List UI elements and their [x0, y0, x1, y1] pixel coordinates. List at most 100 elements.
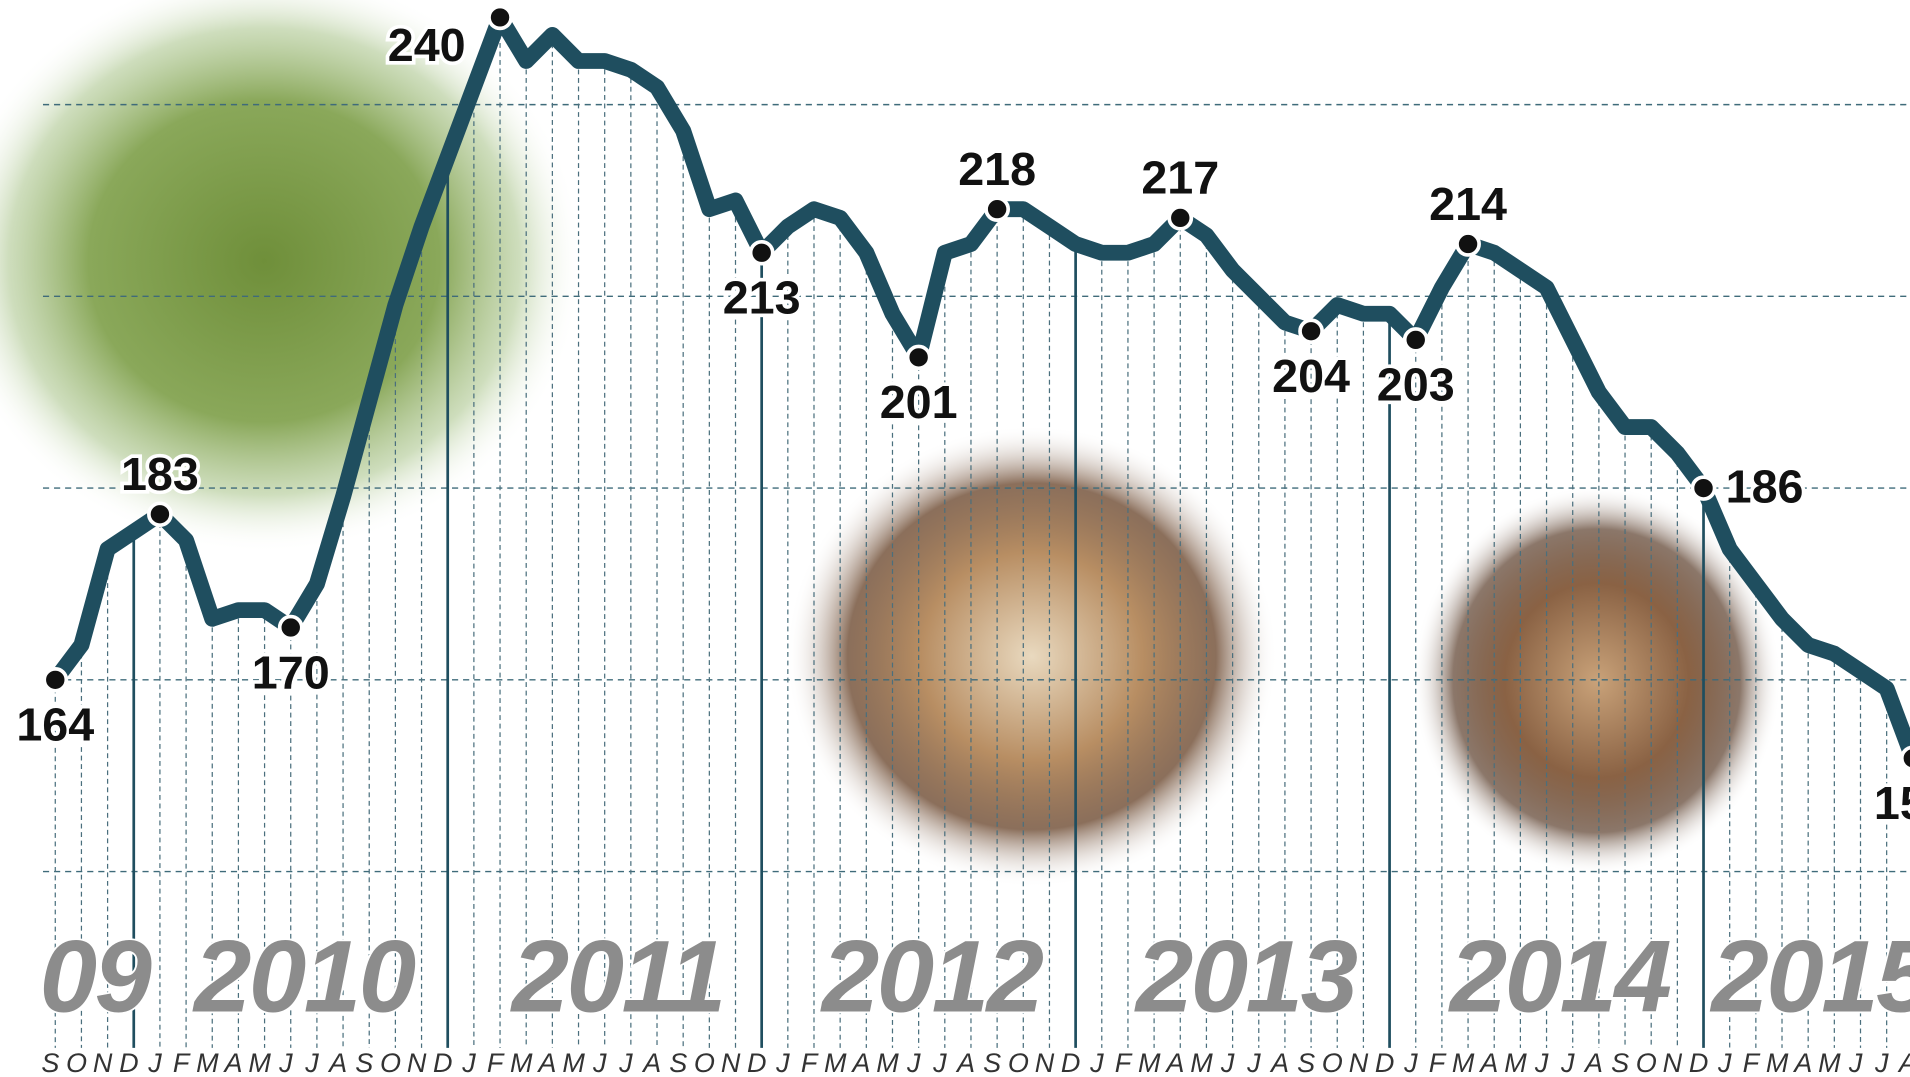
data-point — [1402, 327, 1429, 353]
cattle-photo — [786, 425, 1278, 888]
month-label: O — [1008, 1048, 1029, 1077]
month-label: M — [824, 1048, 847, 1077]
month-label: A — [850, 1048, 870, 1077]
month-label: M — [1138, 1048, 1161, 1077]
month-label: S — [669, 1048, 687, 1077]
month-label: A — [1478, 1048, 1498, 1077]
year-label: 2010 — [192, 919, 416, 1033]
month-label: F — [801, 1048, 819, 1077]
year-label: 2011 — [510, 919, 724, 1033]
month-label: J — [461, 1048, 476, 1077]
month-label: F — [1743, 1048, 1761, 1077]
month-label: S — [983, 1048, 1001, 1077]
month-label: J — [1089, 1048, 1104, 1077]
grid — [42, 17, 1910, 1048]
month-label: D — [1061, 1048, 1081, 1077]
month-label: D — [1375, 1048, 1395, 1077]
data-point — [905, 344, 932, 371]
data-point — [1455, 231, 1481, 257]
month-label: J — [1403, 1048, 1418, 1077]
month-label: M — [510, 1048, 533, 1077]
year-label: 2014 — [1448, 919, 1671, 1033]
month-label: M — [248, 1048, 271, 1077]
value-label: 213 — [723, 272, 801, 324]
month-label: O — [694, 1048, 715, 1077]
month-label: A — [641, 1048, 661, 1077]
year-label: 2015 — [1709, 919, 1910, 1033]
month-label: N — [1035, 1048, 1055, 1077]
value-label: 183 — [121, 448, 199, 500]
month-label: J — [906, 1048, 921, 1077]
month-label: J — [618, 1048, 633, 1077]
month-label: D — [119, 1048, 139, 1077]
month-label: S — [1297, 1048, 1315, 1077]
value-label: 201 — [880, 376, 958, 428]
month-label: J — [1717, 1048, 1732, 1077]
value-label: 204 — [1272, 350, 1350, 402]
month-label: J — [932, 1048, 947, 1077]
data-point — [147, 501, 173, 527]
data-point — [277, 614, 304, 641]
month-label: D — [1689, 1048, 1709, 1077]
value-label: 186 — [1726, 461, 1804, 513]
month-label: A — [1583, 1048, 1603, 1077]
month-label: J — [278, 1048, 293, 1077]
month-label: S — [1611, 1048, 1629, 1077]
month-label: J — [1534, 1048, 1549, 1077]
month-label: S — [355, 1048, 373, 1077]
year-label: 2012 — [820, 919, 1044, 1033]
month-label: F — [1429, 1048, 1447, 1077]
month-label: A — [327, 1048, 347, 1077]
month-label: N — [721, 1048, 741, 1077]
data-point — [748, 239, 775, 266]
data-point — [1899, 745, 1910, 771]
month-label: J — [1874, 1048, 1889, 1077]
month-label: N — [407, 1048, 427, 1077]
month-label: N — [93, 1048, 113, 1077]
month-label: S — [41, 1048, 59, 1077]
month-label: F — [1115, 1048, 1133, 1077]
month-label: A — [1269, 1048, 1289, 1077]
month-label: J — [1220, 1048, 1235, 1077]
month-label: F — [173, 1048, 191, 1077]
value-label: 240 — [388, 19, 466, 71]
year-label: 2013 — [1134, 919, 1357, 1033]
month-label: N — [1663, 1048, 1683, 1077]
month-label: J — [592, 1048, 607, 1077]
month-label: A — [1164, 1048, 1184, 1077]
price-line — [47, 9, 1910, 766]
value-label: 203 — [1377, 359, 1455, 411]
value-label: 218 — [958, 143, 1036, 195]
month-label: J — [1848, 1048, 1863, 1077]
month-label: D — [433, 1048, 453, 1077]
data-point — [1167, 205, 1194, 231]
month-label: O — [380, 1048, 401, 1077]
month-label: J — [147, 1048, 162, 1077]
value-label: 155 — [1874, 777, 1910, 829]
month-label: J — [1246, 1048, 1261, 1077]
month-label: A — [1792, 1048, 1812, 1077]
soybean-photo — [1412, 486, 1782, 876]
value-label: 164 — [16, 699, 94, 751]
data-point — [1690, 475, 1717, 501]
month-label: J — [1560, 1048, 1575, 1077]
value-label: 214 — [1429, 178, 1507, 230]
month-label: A — [536, 1048, 556, 1077]
month-label: M — [1766, 1048, 1789, 1077]
month-label: M — [562, 1048, 585, 1077]
data-point — [42, 667, 69, 693]
month-label: A — [222, 1048, 242, 1077]
month-label: M — [196, 1048, 219, 1077]
month-label: N — [1349, 1048, 1369, 1077]
month-label: M — [1452, 1048, 1475, 1077]
wheat-photo — [0, 0, 584, 553]
month-label: A — [955, 1048, 975, 1077]
value-label: 217 — [1141, 152, 1219, 204]
month-label: J — [775, 1048, 790, 1077]
month-label: M — [1818, 1048, 1841, 1077]
month-label: O — [1636, 1048, 1657, 1077]
month-label: D — [747, 1048, 767, 1077]
